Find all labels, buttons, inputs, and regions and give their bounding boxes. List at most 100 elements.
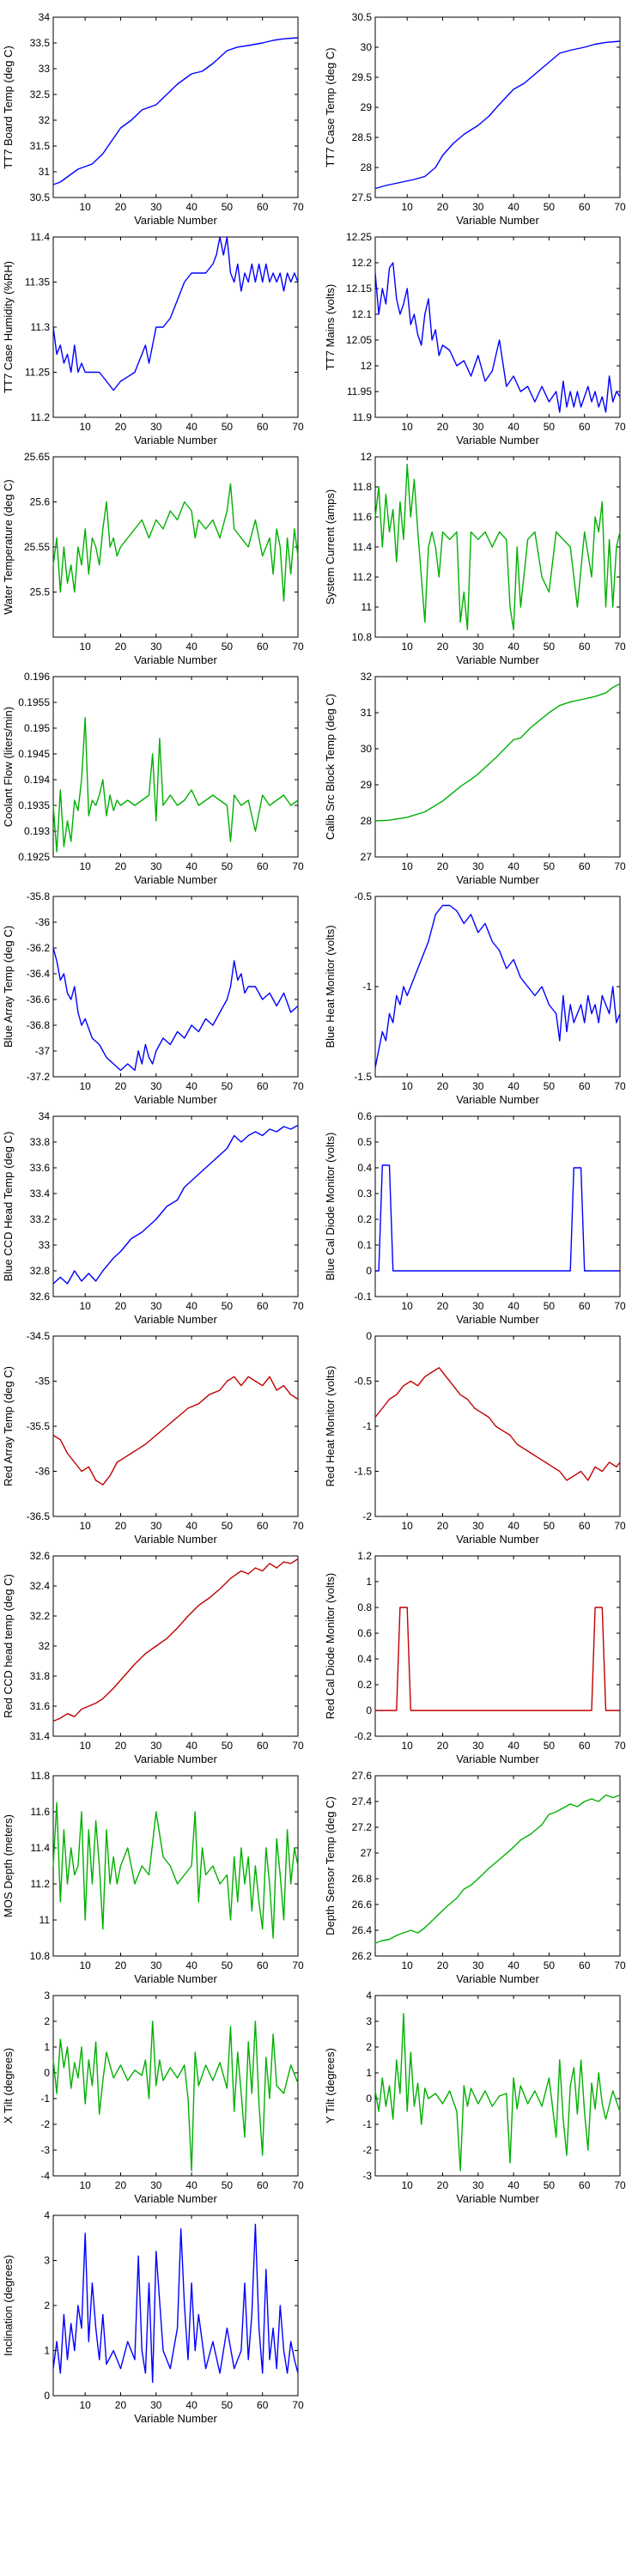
x-tick-label: 60: [257, 1080, 269, 1092]
x-axis-label: Variable Number: [134, 1093, 217, 1106]
x-tick-label: 70: [292, 860, 304, 872]
y-tick-label: -35.8: [27, 890, 51, 902]
y-tick-label: 32: [39, 114, 51, 126]
chart-panel-19: 10 20 30 40 50 60 70 -4 -3 -2 -1 0 1 2 3 Variable Numbe…: [2, 1990, 304, 2205]
y-axis-label: MOS Depth (meters): [2, 1814, 15, 1917]
x-axis-label: Variable Number: [456, 214, 539, 227]
y-axis-label: Water Temperature (deg C): [2, 479, 15, 615]
y-axis-label: Blue CCD Head Temp (deg C): [2, 1132, 15, 1282]
axes-box: [374, 1115, 621, 1297]
y-tick-label: -35: [35, 1376, 51, 1388]
x-tick-label: 50: [222, 2399, 234, 2411]
chart-panel-13: 10 20 30 40 50 60 70 -36.5 -36 -35.5 -35 -34.5 Varia…: [2, 1330, 304, 1546]
y-tick-label: -36.6: [27, 993, 51, 1005]
series-line-1: [52, 2020, 299, 2172]
x-tick-label: 70: [614, 1300, 626, 1312]
x-tick-label: 20: [437, 1740, 449, 1752]
y-tick-label: 25.6: [30, 496, 51, 508]
series-line-1: [374, 1367, 621, 1481]
y-tick-label: 10.8: [352, 631, 373, 643]
y-tick-label: 31: [361, 707, 373, 719]
x-tick-label: 40: [507, 860, 519, 872]
x-tick-label: 40: [185, 1740, 197, 1752]
x-tick-label: 10: [401, 1959, 413, 1971]
y-tick-label: 27.2: [352, 1821, 373, 1833]
x-tick-label: 50: [222, 641, 234, 653]
y-tick-label: 0.195: [24, 722, 50, 734]
x-tick-label: 70: [292, 201, 304, 213]
x-tick-label: 30: [150, 1300, 162, 1312]
chart-panel-21: 10 20 30 40 50 60 70 0 1 2 3 4 Variable Number Inclin…: [2, 2209, 304, 2425]
x-tick-label: 70: [614, 1740, 626, 1752]
x-axis-label: Variable Number: [134, 873, 217, 886]
y-tick-label: 30.5: [30, 191, 51, 204]
x-axis-label: Variable Number: [134, 2412, 217, 2425]
x-tick-label: 60: [257, 860, 269, 872]
y-tick-label: -36.2: [27, 942, 51, 954]
x-tick-label: 20: [115, 1520, 127, 1532]
x-tick-label: 60: [579, 641, 591, 653]
x-tick-label: 60: [257, 2179, 269, 2191]
y-tick-label: 33.5: [30, 37, 51, 49]
x-tick-label: 10: [79, 2399, 91, 2411]
y-tick-label: 0.1955: [18, 696, 50, 708]
axes-box: [374, 16, 621, 198]
axes-box: [52, 16, 299, 198]
x-tick-label: 50: [222, 1520, 234, 1532]
y-tick-label: 33: [39, 1239, 51, 1251]
x-tick-label: 70: [292, 421, 304, 433]
y-tick-label: 30: [361, 41, 373, 53]
y-tick-label: 34: [39, 1110, 51, 1122]
y-tick-label: 33.8: [30, 1136, 51, 1148]
series-line-1: [374, 40, 621, 190]
x-axis-label: Variable Number: [456, 1753, 539, 1765]
x-tick-label: 20: [437, 421, 449, 433]
series-line-1: [52, 717, 299, 853]
x-tick-label: 60: [579, 1080, 591, 1092]
y-tick-label: 32: [39, 1640, 51, 1652]
x-tick-label: 30: [150, 2399, 162, 2411]
y-tick-label: 0.194: [24, 774, 50, 786]
y-tick-label: -36.8: [27, 1019, 51, 1031]
y-tick-label: 1: [44, 2345, 50, 2357]
y-tick-label: 0.2: [357, 1213, 372, 1225]
x-tick-label: 70: [292, 2399, 304, 2411]
x-tick-label: 10: [401, 1740, 413, 1752]
axes-box: [374, 456, 621, 638]
chart-panel-3: 10 20 30 40 50 60 70 11.2 11.25 11.3 11.35 11.4 Vari…: [2, 231, 304, 447]
y-tick-label: 12.1: [352, 308, 373, 320]
x-tick-label: 70: [614, 1520, 626, 1532]
x-tick-label: 40: [507, 1300, 519, 1312]
axes-box: [374, 896, 621, 1078]
x-tick-label: 10: [401, 641, 413, 653]
x-tick-label: 50: [222, 1300, 234, 1312]
y-tick-label: 0: [366, 1330, 372, 1342]
y-tick-label: 12.25: [346, 231, 372, 243]
y-tick-label: 30.5: [352, 11, 373, 23]
y-tick-label: 0.6: [357, 1627, 372, 1639]
x-tick-label: 30: [150, 1740, 162, 1752]
y-axis-label: System Current (amps): [324, 489, 337, 605]
y-tick-label: 4: [366, 1990, 372, 2002]
x-tick-label: 40: [185, 860, 197, 872]
chart-panel-10: 10 20 30 40 50 60 70 -1.5 -1 -0.5 Variable Number B…: [324, 890, 626, 1106]
y-tick-label: 4: [44, 2209, 50, 2221]
x-tick-label: 20: [115, 1740, 127, 1752]
y-tick-label: 25.65: [24, 451, 50, 463]
x-tick-label: 70: [292, 2179, 304, 2191]
x-tick-label: 70: [614, 2179, 626, 2191]
y-tick-label: -2: [40, 2118, 50, 2130]
x-tick-label: 10: [79, 641, 91, 653]
y-tick-label: 3: [44, 2255, 50, 2267]
y-tick-label: 25.55: [24, 541, 50, 553]
y-tick-label: 11.6: [353, 511, 373, 523]
x-tick-label: 70: [292, 1300, 304, 1312]
y-tick-label: 27.4: [352, 1795, 373, 1807]
x-tick-label: 50: [544, 1300, 556, 1312]
y-tick-label: 27.5: [352, 191, 373, 204]
axes-box: [52, 676, 299, 858]
y-tick-label: -1: [362, 981, 372, 993]
y-tick-label: 3: [44, 1990, 50, 2002]
y-tick-label: 30: [361, 743, 373, 755]
y-tick-label: 32: [361, 671, 373, 683]
